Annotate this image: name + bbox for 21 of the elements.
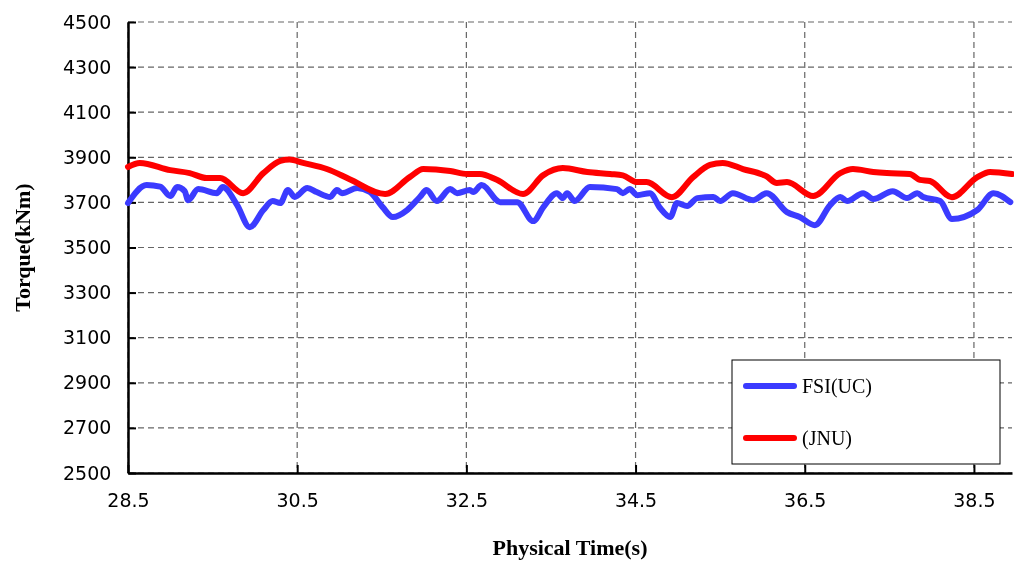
x-tick-label: 38.5 (953, 488, 996, 511)
x-axis-title: Physical Time(s) (492, 535, 648, 560)
y-tick-label: 2700 (62, 416, 112, 439)
y-tick-label: 4500 (62, 10, 112, 33)
x-tick-label: 36.5 (784, 488, 827, 511)
y-tick-label: 4300 (62, 55, 112, 78)
y-tick-label: 3300 (62, 281, 112, 304)
y-tick-label: 3500 (62, 236, 112, 259)
y-axis-title: Torque(kNm) (10, 183, 35, 312)
legend-label: FSI(UC) (802, 375, 873, 398)
x-tick-label: 28.5 (107, 488, 150, 511)
y-tick-label: 2900 (62, 371, 112, 394)
y-tick-label: 3100 (62, 326, 112, 349)
x-tick-label: 30.5 (276, 488, 319, 511)
x-tick-label: 32.5 (445, 488, 489, 511)
y-tick-label: 4100 (62, 100, 112, 123)
y-tick-label: 2500 (62, 461, 112, 484)
y-tick-label: 3900 (62, 145, 112, 168)
x-tick-label: 34.5 (614, 488, 658, 511)
y-tick-label: 3700 (62, 190, 112, 213)
legend-label: (JNU) (802, 427, 852, 450)
